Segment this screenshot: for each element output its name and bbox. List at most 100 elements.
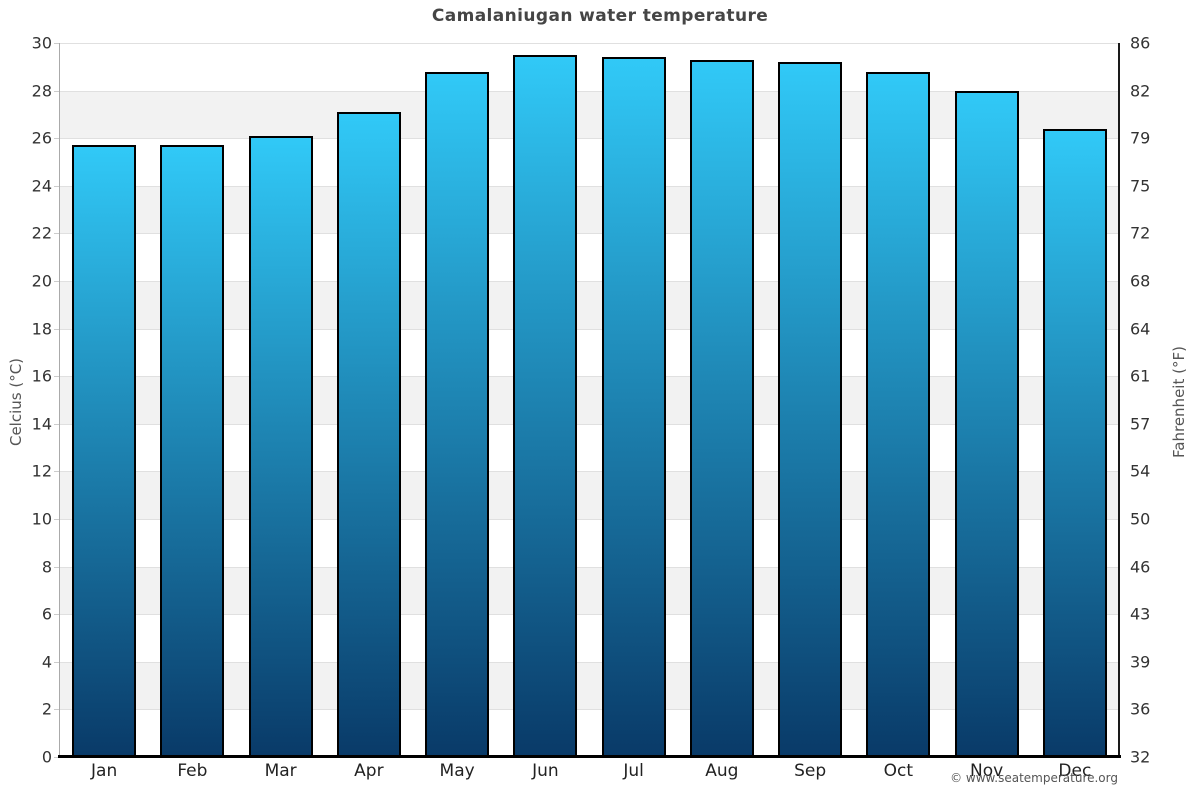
gridline xyxy=(60,519,1119,520)
grid-band xyxy=(60,614,1119,662)
celsius-tick-label: 2 xyxy=(41,699,52,719)
fahrenheit-tick-label: 86 xyxy=(1130,33,1151,53)
axis-tick-mark xyxy=(54,757,59,758)
celsius-tick-label: 0 xyxy=(41,747,52,767)
gridline xyxy=(60,185,1119,187)
plot-area xyxy=(58,43,1121,758)
fahrenheit-tick-label: 46 xyxy=(1130,557,1151,577)
temp-bar-sep xyxy=(778,62,843,757)
axis-tick-mark xyxy=(54,376,59,378)
gridline xyxy=(60,138,1119,140)
fahrenheit-tick-label: 72 xyxy=(1130,223,1151,243)
gridline xyxy=(60,471,1119,473)
chart-title: Camalaniugan water temperature xyxy=(431,6,769,26)
gridline xyxy=(60,328,1119,330)
month-label-feb: Feb xyxy=(177,761,208,781)
celsius-tick-label: 4 xyxy=(41,652,52,672)
grid-band xyxy=(60,376,1119,424)
grid-band xyxy=(60,90,1119,139)
axis-tick-mark xyxy=(54,233,59,235)
temp-bar-feb xyxy=(160,145,225,757)
temp-bar-nov xyxy=(954,90,1019,757)
celsius-tick-label: 20 xyxy=(31,271,52,291)
temp-bar-jan xyxy=(72,145,137,757)
month-label-nov: Nov xyxy=(970,761,1004,781)
gridline xyxy=(60,43,1119,44)
grid-band xyxy=(60,43,1119,91)
fahrenheit-tick-label: 75 xyxy=(1130,176,1151,196)
grid-band xyxy=(60,328,1119,377)
month-label-sep: Sep xyxy=(794,761,827,781)
fahrenheit-tick-label: 36 xyxy=(1130,699,1151,719)
gridline xyxy=(60,233,1119,235)
axis-tick-mark xyxy=(54,90,59,92)
fahrenheit-tick-label: 68 xyxy=(1130,271,1151,291)
grid-band xyxy=(60,423,1119,472)
fahrenheit-tick-label: 57 xyxy=(1130,414,1151,434)
celsius-tick-label: 22 xyxy=(31,223,52,243)
axis-tick-mark xyxy=(54,614,59,616)
celsius-tick-label: 28 xyxy=(31,81,52,101)
grid-band xyxy=(60,661,1119,710)
fahrenheit-tick-label: 32 xyxy=(1130,747,1151,767)
celsius-tick-label: 10 xyxy=(31,509,52,529)
celsius-tick-label: 30 xyxy=(31,33,52,53)
temp-bar-jun xyxy=(513,54,578,757)
grid-band xyxy=(60,233,1119,281)
axis-tick-mark xyxy=(54,519,59,520)
axis-tick-mark xyxy=(54,661,59,663)
fahrenheit-tick-label: 43 xyxy=(1130,604,1151,624)
temp-bar-aug xyxy=(689,59,754,757)
month-label-jun: Jun xyxy=(532,761,559,781)
celsius-tick-label: 8 xyxy=(41,557,52,577)
fahrenheit-tick-label: 54 xyxy=(1130,461,1151,481)
grid-band xyxy=(60,281,1119,329)
gridline xyxy=(60,281,1119,282)
gridline xyxy=(60,614,1119,616)
axis-tick-mark xyxy=(54,281,59,282)
celsius-tick-label: 24 xyxy=(31,176,52,196)
grid-band xyxy=(60,185,1119,234)
grid-band xyxy=(60,519,1119,567)
temp-bar-oct xyxy=(866,71,931,757)
gridline xyxy=(60,90,1119,92)
grid-band xyxy=(60,471,1119,519)
fahrenheit-tick-label: 64 xyxy=(1130,319,1151,339)
grid-band xyxy=(60,138,1119,186)
month-label-dec: Dec xyxy=(1058,761,1092,781)
gridline xyxy=(60,709,1119,711)
temp-bar-jul xyxy=(601,57,666,757)
gridline xyxy=(60,566,1119,568)
fahrenheit-tick-label: 82 xyxy=(1130,81,1151,101)
grid-band xyxy=(60,709,1119,757)
axis-tick-mark xyxy=(54,471,59,473)
axis-tick-mark xyxy=(54,138,59,140)
x-axis-line xyxy=(58,755,1121,758)
month-label-jan: Jan xyxy=(91,761,118,781)
copyright-text: © www.seatemperature.org xyxy=(950,771,1118,785)
temp-bar-dec xyxy=(1042,128,1107,757)
axis-tick-mark xyxy=(54,709,59,711)
fahrenheit-tick-label: 61 xyxy=(1130,366,1151,386)
left-axis-line xyxy=(59,43,60,757)
celsius-tick-label: 26 xyxy=(31,128,52,148)
celsius-tick-label: 16 xyxy=(31,366,52,386)
celsius-tick-label: 18 xyxy=(31,319,52,339)
month-label-aug: Aug xyxy=(705,761,739,781)
month-label-may: May xyxy=(439,761,475,781)
celsius-tick-label: 14 xyxy=(31,414,52,434)
fahrenheit-axis-label: Fahrenheit (°F) xyxy=(1170,346,1188,458)
temp-bar-mar xyxy=(248,135,313,757)
gridline xyxy=(60,376,1119,378)
fahrenheit-tick-label: 50 xyxy=(1130,509,1151,529)
gridline xyxy=(60,423,1119,425)
celsius-tick-label: 12 xyxy=(31,461,52,481)
gridline xyxy=(60,661,1119,663)
axis-tick-mark xyxy=(54,423,59,425)
temp-bar-may xyxy=(425,71,490,757)
temp-bar-apr xyxy=(336,112,401,757)
month-label-oct: Oct xyxy=(883,761,914,781)
month-label-apr: Apr xyxy=(354,761,384,781)
fahrenheit-tick-label: 39 xyxy=(1130,652,1151,672)
